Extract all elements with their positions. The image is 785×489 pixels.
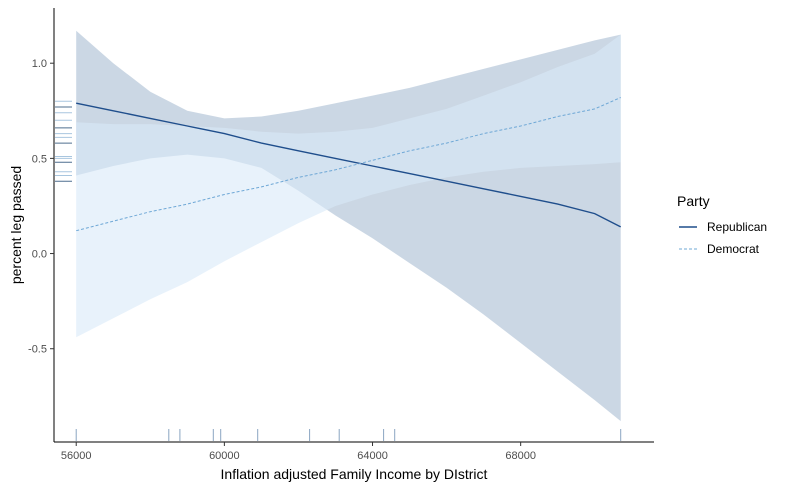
x-tick-label: 60000 xyxy=(209,450,240,462)
x-ticks: 56000 60000 64000 68000 xyxy=(61,442,536,462)
y-axis-title: percent leg passed xyxy=(8,166,24,284)
legend-title: Party xyxy=(677,193,710,209)
y-tick-label: 0.5 xyxy=(32,153,47,165)
y-tick-label: 1.0 xyxy=(32,58,47,70)
x-axis-title: Inflation adjusted Family Income by DIst… xyxy=(221,466,488,482)
series-lines xyxy=(76,97,622,232)
legend-label-democrat: Democrat xyxy=(707,242,760,256)
series-line-republican xyxy=(76,102,622,228)
series-line-democrat xyxy=(76,97,621,232)
x-tick-label: 56000 xyxy=(61,450,92,462)
y-tick-label: -0.5 xyxy=(28,344,47,356)
x-tick-label: 64000 xyxy=(357,450,388,462)
rug-marks xyxy=(55,100,622,441)
legend: Party Republican Democrat xyxy=(677,193,767,256)
legend-label-republican: Republican xyxy=(707,220,767,234)
y-tick-label: 0.0 xyxy=(32,249,47,261)
confidence-bands xyxy=(76,30,621,422)
x-tick-label: 68000 xyxy=(505,450,536,462)
y-ticks: -0.5 0.0 0.5 1.0 xyxy=(28,58,54,356)
confidence-band-democrat xyxy=(76,34,621,338)
